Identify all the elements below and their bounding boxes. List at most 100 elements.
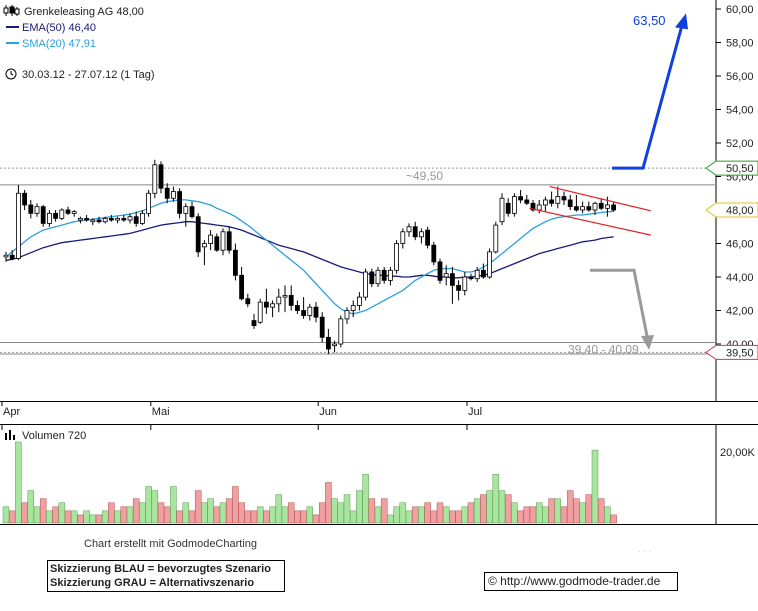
candle <box>418 228 424 244</box>
candle-body <box>133 216 139 224</box>
volume-bar <box>566 490 574 524</box>
volume-bar <box>473 498 481 524</box>
candle <box>270 300 276 318</box>
volume-bar <box>39 498 47 524</box>
candle-body <box>437 261 443 281</box>
tag-5050-shape <box>705 160 758 176</box>
candle-body <box>480 269 486 278</box>
volume-bar <box>368 498 376 524</box>
candle-body <box>195 216 201 253</box>
candle-body <box>611 204 616 211</box>
price-tags: 50,50 48,00 39,50 <box>705 160 758 360</box>
volume-bar <box>114 510 121 524</box>
period-label: 30.03.12 - 27.07.12 (1 Tag) <box>22 69 155 81</box>
candle <box>232 243 238 281</box>
volume-bar <box>126 506 134 524</box>
sma-legend-label: SMA(20) 47,91 <box>22 38 96 50</box>
volume-bar <box>52 506 59 524</box>
tag-5050: 50,50 <box>705 160 758 176</box>
volume-legend-icon <box>5 430 15 440</box>
tag-last-price: 48,00 <box>705 202 758 218</box>
candle <box>288 285 294 311</box>
candle <box>152 159 158 199</box>
candle <box>443 265 449 286</box>
candle <box>549 191 554 207</box>
volume-bar <box>157 502 165 524</box>
candle <box>499 193 505 226</box>
candle <box>574 194 579 212</box>
candle <box>505 198 511 217</box>
candle <box>332 340 338 353</box>
ema-path <box>5 221 614 279</box>
candle-body <box>65 209 71 214</box>
candle <box>387 266 393 286</box>
candle <box>214 233 220 252</box>
volume-bar <box>89 514 97 524</box>
candle <box>363 268 369 301</box>
sma-path <box>5 199 614 315</box>
candle <box>338 315 344 348</box>
candle <box>96 216 102 224</box>
candle-body <box>239 274 245 300</box>
candle <box>109 215 114 222</box>
volume-bar <box>232 486 239 524</box>
candle-body <box>59 209 65 219</box>
scenario-legend: Skizzierung BLAU = bevorzugtes Szenario … <box>47 560 285 592</box>
instrument-label: Grenkeleasing AG 48,00 <box>24 6 144 18</box>
candle <box>139 210 145 226</box>
candle-body <box>561 196 567 201</box>
tag-5050-text: 50,50 <box>726 163 754 175</box>
volume-bar <box>579 502 586 524</box>
volume-bar <box>492 474 500 524</box>
candle <box>115 216 120 224</box>
candle <box>28 199 34 219</box>
volume-bar <box>8 510 16 524</box>
candle <box>220 228 226 256</box>
copyright-link[interactable]: © http://www.godmode-trader.de <box>484 572 678 591</box>
candle-body <box>226 231 232 251</box>
volume-bar <box>325 482 332 524</box>
volume-bar <box>356 490 363 524</box>
candle <box>239 266 245 301</box>
candle-body <box>288 295 294 306</box>
candle-body <box>164 187 170 199</box>
candle <box>307 303 313 321</box>
volume-bar <box>418 506 425 524</box>
volume-bar <box>182 502 190 524</box>
volume-bar <box>548 498 555 524</box>
candle-body <box>425 229 431 246</box>
volume-bar <box>238 502 245 524</box>
candle-body <box>28 204 34 214</box>
y-tick-label: 60,00 <box>726 4 754 16</box>
candle <box>524 194 530 205</box>
y-axis: 60,0058,0056,0054,0052,0050,0048,0046,00… <box>716 4 754 351</box>
volume-bar <box>256 506 264 524</box>
candle <box>456 280 462 301</box>
candle <box>53 210 58 222</box>
volume-bar <box>306 506 314 524</box>
candle-body <box>245 298 251 305</box>
volume-bar <box>70 510 78 524</box>
candle <box>9 250 15 261</box>
tag-3950-text: 39,50 <box>726 347 754 359</box>
candle <box>189 201 195 219</box>
volume-bar <box>300 510 307 524</box>
volume-bar <box>213 506 221 524</box>
candle <box>480 263 486 279</box>
candle-body <box>90 219 96 223</box>
scenario-blue-note: Skizzierung BLAU = bevorzugtes Szenario <box>50 563 271 575</box>
candle <box>102 216 108 224</box>
volume-bar <box>461 506 469 524</box>
x-axis: Apr Mai Jun Jul <box>1 401 482 430</box>
volume-bar <box>511 502 518 524</box>
candle-body <box>294 305 300 311</box>
resistance-label: ~49,50 <box>406 169 443 183</box>
candle <box>164 183 170 204</box>
candle-body <box>443 273 449 278</box>
candle-body <box>493 224 499 253</box>
candle <box>325 328 331 355</box>
candle-body <box>431 244 437 263</box>
gray-scenario-line <box>590 268 649 337</box>
candle-body <box>418 231 424 238</box>
